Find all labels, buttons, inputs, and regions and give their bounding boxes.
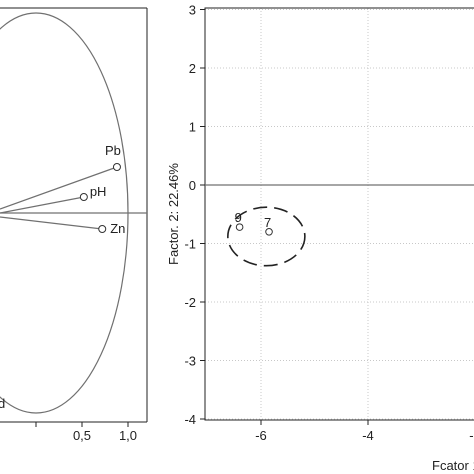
score-point-7 [265,228,273,236]
loading-vector-pH [0,196,84,214]
loading-vector-Pb [0,166,118,210]
loading-point-pH [79,193,88,201]
score-label-7: 7 [264,215,271,230]
y-tick-label: -2 [184,295,196,310]
x-tick-label: 0,5 [73,428,91,443]
y-tick-label: 3 [189,3,196,18]
x-axis-title: Fcator 1 [432,458,474,473]
x-tick-label: -4 [362,428,374,443]
factor-score-panel: 3 2 1 0 -1 -2 -3 -4 -6 -4 -2 9 7 Factor. 2: 22.46% F… [166,3,474,473]
loading-vector-Zn [0,216,103,230]
x-tick-label: 1,0 [119,428,137,443]
plot-frame [204,7,474,421]
loading-label-Pb: Pb [105,143,121,158]
cluster-ellipse [227,206,306,267]
y-tick-label: 2 [189,61,196,76]
x-tick-label: -2 [469,428,474,443]
y-tick-label: 1 [189,120,196,135]
y-tick-label: 0 [189,178,196,193]
loading-point-Pb [112,163,121,171]
edge-variable-label: d [0,396,5,411]
correlation-circle-panel: Pb pH Zn d 0,5 1,0 [0,7,148,443]
loading-point-Zn [98,225,107,233]
y-tick-label: -1 [184,237,196,252]
loading-label-pH: pH [90,184,107,199]
score-label-9: 9 [235,210,242,225]
y-tick-label: -3 [184,354,196,369]
x-tick-label: -6 [255,428,267,443]
y-axis-title: Factor. 2: 22.46% [166,163,181,265]
loading-label-Zn: Zn [110,221,125,236]
score-point-9 [235,223,244,231]
y-tick-label: -4 [184,412,196,427]
